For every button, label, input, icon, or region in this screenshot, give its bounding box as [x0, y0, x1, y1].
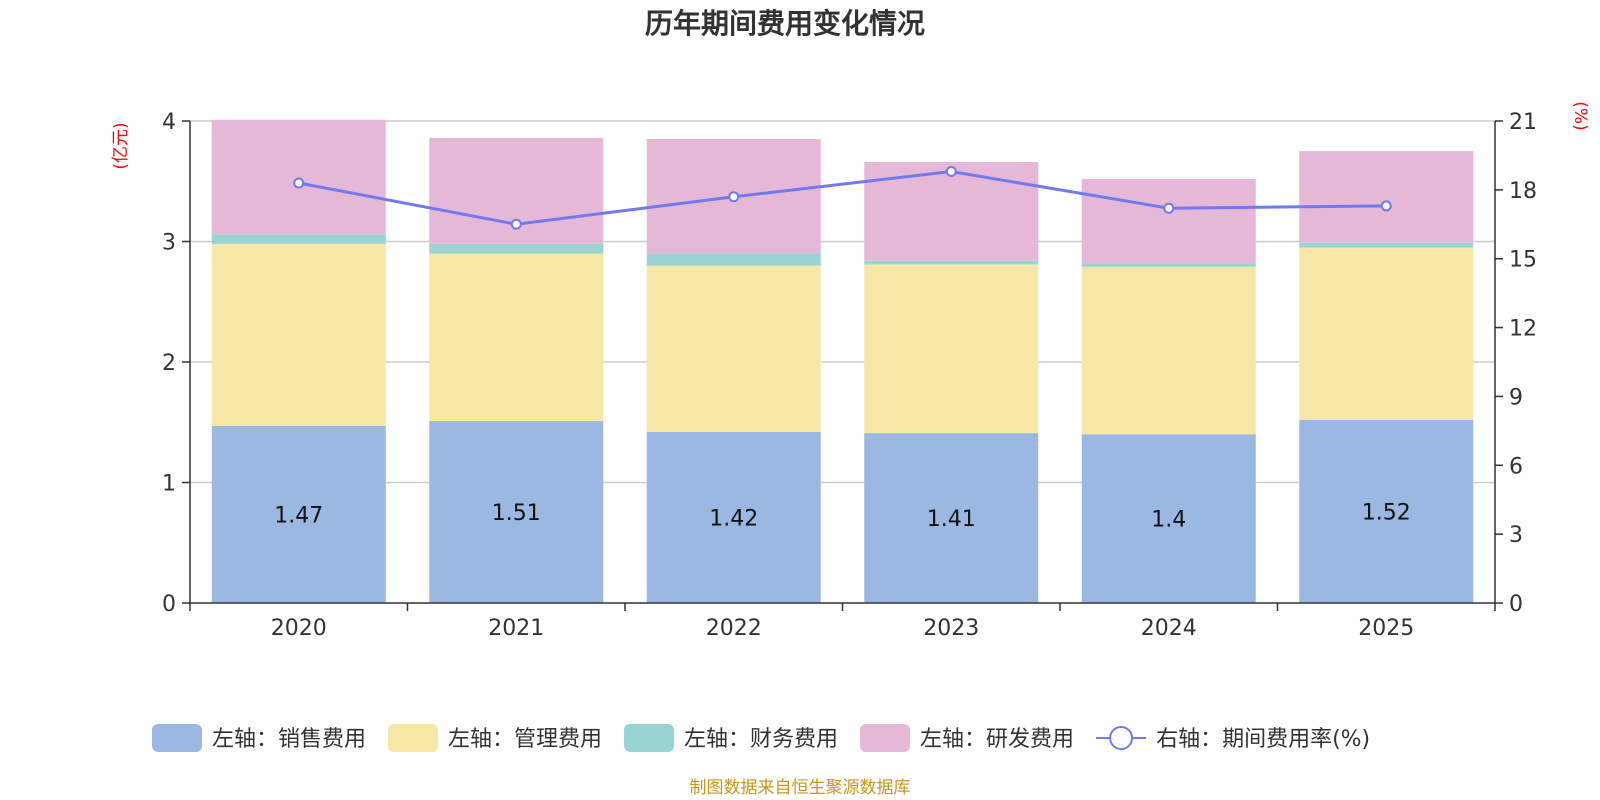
x-axis-tick-label: 2025 [1358, 616, 1414, 641]
legend-label: 左轴：研发费用 [920, 727, 1074, 752]
legend-swatch [388, 724, 439, 752]
legend-swatch [624, 724, 675, 752]
legend-label: 左轴：销售费用 [212, 727, 366, 752]
left-axis-unit: (亿元) [111, 122, 131, 169]
rate-point [510, 218, 522, 230]
right-axis-tick-label: 3 [1509, 523, 1523, 548]
rate-point [1380, 200, 1392, 212]
data-label: 1.4 [1151, 508, 1186, 533]
rate-line [293, 165, 1392, 230]
data-label: 1.47 [274, 503, 323, 528]
right-axis-tick-label: 21 [1509, 110, 1537, 135]
bar-segment [429, 421, 604, 603]
chart-title: 历年期间费用变化情况 [645, 7, 925, 40]
data-label: 1.42 [709, 506, 758, 531]
bar-segment [1081, 178, 1256, 264]
bar-segment [211, 234, 386, 244]
bar-segment [429, 253, 604, 422]
bar-segment [211, 425, 386, 603]
axes [182, 120, 1503, 611]
bar-segment [1299, 151, 1474, 243]
right-axis-unit: (%) [1570, 101, 1590, 130]
x-axis-tick-label: 2023 [923, 616, 979, 641]
data-label: 1.51 [492, 501, 541, 526]
rate-point [293, 177, 305, 189]
right-axis-tick-label: 0 [1509, 592, 1523, 617]
bar-segment [211, 119, 386, 235]
legend-item: 左轴：研发费用 [860, 724, 1074, 752]
bar-segment [1081, 263, 1256, 267]
bars [211, 119, 1474, 603]
legend-item: 右轴：期间费用率(%) [1096, 726, 1370, 752]
rate-point [945, 165, 957, 177]
bar-segment [429, 243, 604, 254]
bar-segment [1081, 266, 1256, 435]
legend-item: 左轴：销售费用 [152, 724, 366, 752]
left-axis-tick-label: 1 [162, 472, 176, 497]
legend-label: 右轴：期间费用率(%) [1156, 727, 1370, 752]
bar-segment [1299, 247, 1474, 420]
legend-swatch [860, 724, 911, 752]
bar-segment [646, 431, 821, 603]
legend-swatch [152, 724, 202, 752]
bar-segment [864, 264, 1039, 434]
x-axis-tick-label: 2024 [1141, 616, 1197, 641]
rate-point [1163, 202, 1175, 214]
legend: 左轴：销售费用 左轴：管理费用 左轴：财务费用 左轴：研发费用 右轴：期间费用率(%) [152, 724, 1370, 752]
data-label: 1.52 [1362, 500, 1411, 525]
bar-segment [864, 433, 1039, 603]
bar-segment [646, 253, 821, 266]
bar-segment [864, 260, 1039, 265]
right-axis-tick-label: 12 [1509, 317, 1537, 342]
bar-segment [1299, 242, 1474, 248]
left-axis-tick-label: 2 [162, 351, 176, 376]
left-axis-tick-label: 0 [162, 592, 176, 617]
rate-point [728, 191, 740, 203]
left-axis-tick-label: 4 [162, 110, 176, 135]
gridlines [190, 120, 1495, 484]
legend-marker [1109, 726, 1134, 750]
legend-label: 左轴：财务费用 [684, 727, 838, 752]
right-axis-tick-label: 18 [1509, 179, 1537, 204]
rate-series-line [298, 169, 1387, 226]
bar-segment [211, 243, 386, 426]
x-axis-tick-label: 2022 [706, 616, 762, 641]
source-note: 制图数据来自恒生聚源数据库 [690, 778, 911, 798]
right-axis-tick-label: 15 [1509, 248, 1537, 273]
bar-segment [646, 265, 821, 432]
legend-item: 左轴：管理费用 [388, 724, 602, 752]
data-label: 1.41 [927, 507, 976, 532]
x-axis-tick-label: 2020 [271, 616, 327, 641]
data-labels: 1.47 1.51 1.42 1.41 1.4 1.52 [274, 500, 1410, 532]
legend-item: 左轴：财务费用 [624, 724, 838, 752]
bar-segment [1299, 419, 1474, 603]
bar-segment [1081, 434, 1256, 603]
right-axis-tick-label: 6 [1509, 454, 1523, 479]
left-axis-tick-label: 3 [162, 231, 176, 256]
right-axis-tick-label: 9 [1509, 385, 1523, 410]
x-axis-tick-label: 2021 [488, 616, 544, 641]
legend-label: 左轴：管理费用 [448, 727, 602, 752]
